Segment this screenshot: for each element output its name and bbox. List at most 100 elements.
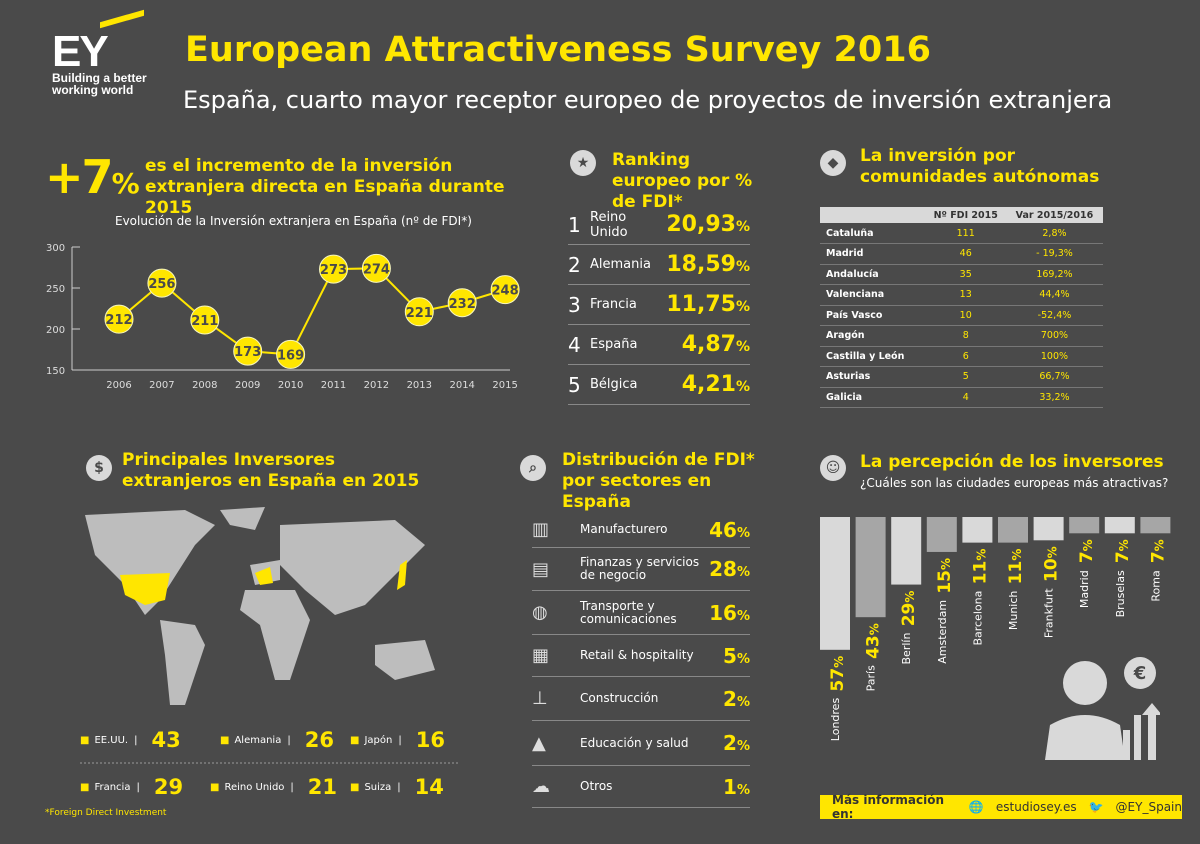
category-label: Barcelona [971, 591, 984, 646]
spain-map-icon: ◆ [820, 150, 846, 176]
data-point [319, 254, 348, 284]
ranking-row: 3 Francia 11,75% [568, 285, 750, 325]
region-variation: 33,2% [1005, 387, 1103, 408]
sector-row: ☁ Otros 1% [532, 766, 750, 808]
map-europe-highlight [255, 567, 273, 585]
category-label: Londres [829, 698, 842, 742]
rank-position: 4 [568, 332, 581, 357]
bar-number: 43 [864, 635, 884, 659]
data-label: 211 [191, 314, 218, 329]
x-tick-label: 2013 [407, 380, 432, 391]
region-variation: - 19,3% [1005, 243, 1103, 265]
rank-number: 4,21 [681, 372, 736, 397]
table-row: Valenciana 13 44,4% [820, 284, 1103, 306]
data-label: 212 [105, 313, 132, 328]
investor-item: ■ Japón | 16 [350, 728, 445, 752]
category-label: Frankfurt [1043, 588, 1056, 638]
region-variation: -52,4% [1005, 305, 1103, 326]
bar-value-label: 7% [1148, 539, 1168, 563]
region-name: País Vasco [820, 305, 926, 326]
data-label: 173 [234, 345, 261, 360]
sector-value: 5% [723, 644, 750, 668]
region-fdi: 5 [925, 366, 1006, 388]
rank-country: España [590, 337, 638, 352]
sector-number: 28 [709, 557, 737, 581]
rank-value: 18,59% [666, 252, 750, 277]
bar-value-label: 15% [935, 558, 955, 594]
x-tick-label: 2008 [192, 380, 217, 391]
bar-number: 10 [1042, 558, 1062, 582]
bar-category-label: Bruselas [1114, 570, 1127, 617]
country-shape-icon: ■ [80, 781, 90, 793]
page-subtitle: España, cuarto mayor receptor europeo de… [183, 86, 1113, 114]
country-shape-icon: ■ [350, 734, 360, 746]
bar-unit: % [1117, 539, 1131, 551]
sector-number: 1 [723, 774, 737, 799]
website-link[interactable]: estudiosey.es [995, 800, 1077, 814]
cities-bar-chart: 57% Londres 43% París 29% Berlín 15% Amsterdam 1… [820, 517, 1171, 742]
investor-item: ■ Francia | 29 [80, 775, 184, 799]
sector-label: Manufacturero [580, 522, 668, 536]
sector-label: Finanzas y servicios de negocio [580, 555, 700, 582]
data-point [233, 336, 263, 366]
money-icon: $ [86, 455, 112, 481]
rank-unit: % [735, 219, 750, 235]
rank-country: Reino Unido [590, 209, 628, 240]
rank-unit: % [735, 339, 750, 355]
ey-logo: EY Building a better working world [52, 9, 152, 97]
sector-row: ▤ Finanzas y servicios de negocio 28% [532, 548, 750, 591]
sector-row: ▦ Retail & hospitality 5% [532, 635, 750, 677]
investor-value: 14 [414, 775, 444, 799]
bar-category-label: Roma [1149, 570, 1162, 601]
data-point [190, 305, 220, 335]
table-row: Aragón 8 700% [820, 325, 1103, 347]
sector-number: 2 [723, 731, 737, 755]
bar-unit: % [939, 558, 953, 570]
bar-value-label: 7% [1077, 539, 1097, 563]
bar-unit: % [1010, 549, 1024, 561]
category-label: Berlín [900, 633, 913, 665]
footer-label: Más información en: [832, 793, 945, 821]
bar-value-label: 11% [1006, 549, 1026, 585]
bar-unit: % [974, 549, 988, 561]
sector-label: Transporte y comunicaciones [580, 598, 677, 626]
table-row: Castilla y León 6 100% [820, 346, 1103, 367]
col-header [820, 207, 926, 223]
investor-value: 21 [307, 775, 338, 799]
logo-tagline: Building a better working world [52, 71, 147, 97]
bar-value-label: 10% [1042, 546, 1062, 582]
bar-value: 15% [935, 558, 955, 594]
category-label: Amsterdam [936, 600, 949, 664]
sector-number: 16 [709, 600, 737, 625]
sector-value: 46% [709, 518, 750, 542]
category-label: Munich [1007, 591, 1020, 631]
line-chart: 150 200 250 300 212 2006 256 2007 211 2008 173 2009… [46, 243, 520, 391]
data-point [276, 339, 306, 369]
bar [891, 517, 922, 585]
investors-title: Principales Inversores extranjeros en Es… [122, 450, 420, 491]
bar-value: 11% [1006, 549, 1026, 585]
x-tick-label: 2010 [278, 380, 303, 391]
sector-number: 5 [723, 643, 737, 668]
svg-text:€: € [1133, 663, 1147, 684]
data-label: 232 [449, 297, 476, 312]
rank-country: Bélgica [590, 377, 638, 392]
bar-value: 11% [970, 549, 990, 585]
rank-unit: % [735, 379, 750, 395]
bar-value: 7% [1077, 539, 1097, 563]
world-map [85, 507, 435, 705]
sector-value: 1% [723, 775, 750, 799]
twitter-link[interactable]: @EY_Spain [1115, 800, 1182, 814]
building-icon: ▦ [532, 645, 550, 666]
investor-value: 43 [151, 728, 181, 752]
bar-value: 29% [899, 591, 919, 627]
rank-position: 2 [568, 252, 581, 277]
country-shape-icon: ■ [220, 734, 230, 746]
sector-unit: % [736, 565, 750, 580]
increase-text: es el incremento de la inversión extranj… [145, 156, 505, 218]
bar-value-label: 57% [828, 656, 848, 692]
table-row: Galicia 4 33,2% [820, 387, 1103, 408]
x-tick-label: 2014 [449, 380, 474, 391]
bar [1033, 517, 1064, 541]
region-variation: 100% [1005, 346, 1103, 367]
